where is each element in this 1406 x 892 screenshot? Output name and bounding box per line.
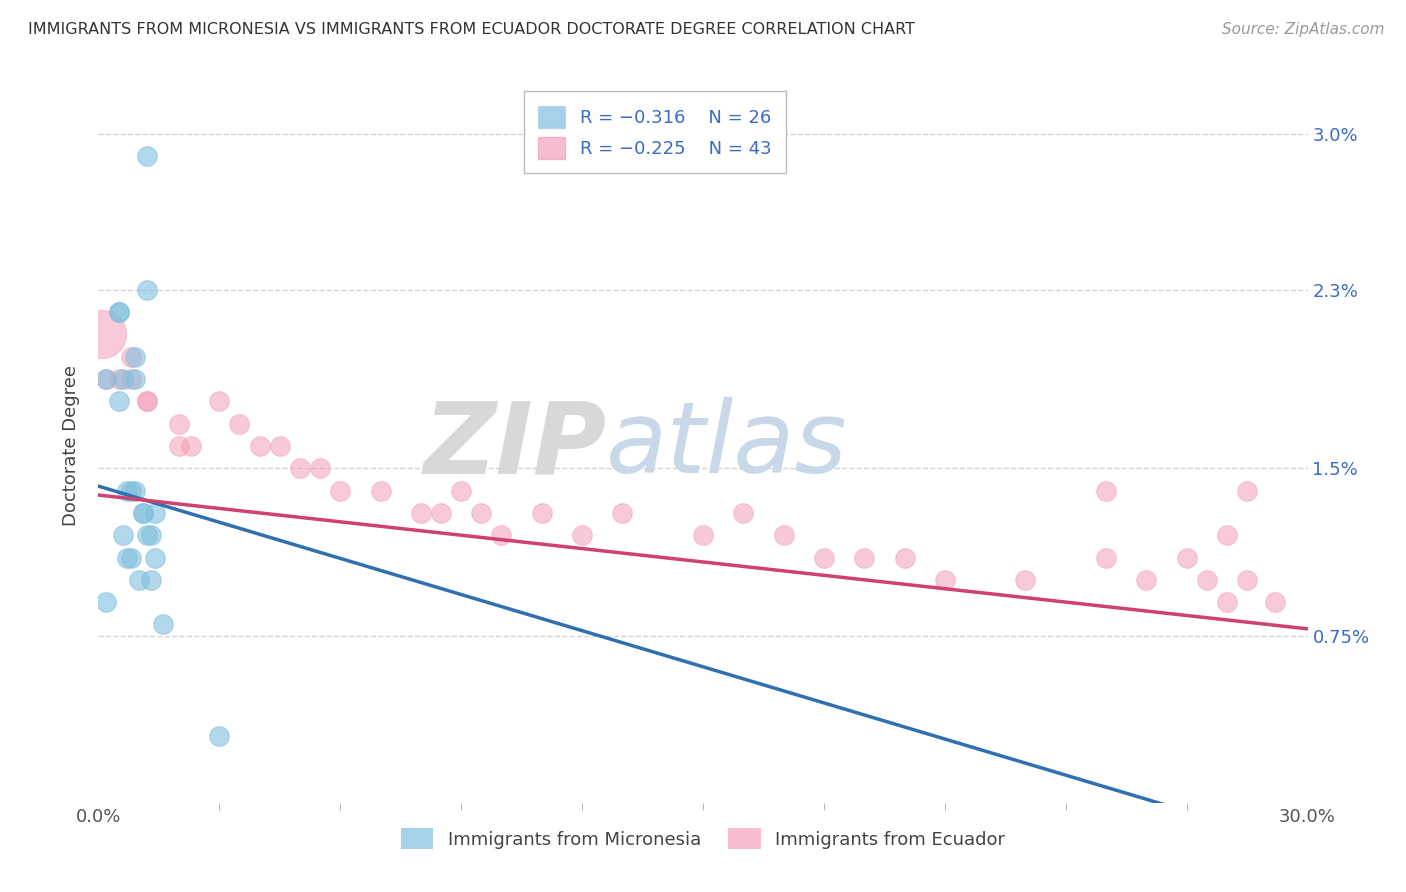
Point xyxy=(692,528,714,542)
Point xyxy=(228,417,250,431)
Point xyxy=(269,439,291,453)
Point xyxy=(1014,573,1036,587)
Point xyxy=(409,506,432,520)
Point xyxy=(1216,595,1239,609)
Point xyxy=(132,506,155,520)
Point xyxy=(430,506,453,520)
Point xyxy=(1236,573,1258,587)
Point xyxy=(132,506,155,520)
Point xyxy=(167,439,190,453)
Point xyxy=(107,305,129,319)
Point xyxy=(1135,573,1157,587)
Point xyxy=(571,528,593,542)
Y-axis label: Doctorate Degree: Doctorate Degree xyxy=(62,366,80,526)
Point xyxy=(139,528,162,542)
Point xyxy=(772,528,794,542)
Point xyxy=(120,550,142,565)
Point xyxy=(288,461,311,475)
Point xyxy=(1095,483,1118,498)
Point xyxy=(120,483,142,498)
Point xyxy=(124,483,146,498)
Point xyxy=(115,483,138,498)
Point xyxy=(1175,550,1198,565)
Point xyxy=(1095,550,1118,565)
Point xyxy=(893,550,915,565)
Point xyxy=(249,439,271,453)
Point xyxy=(208,729,231,743)
Text: Source: ZipAtlas.com: Source: ZipAtlas.com xyxy=(1222,22,1385,37)
Point xyxy=(152,617,174,632)
Point xyxy=(111,528,134,542)
Text: atlas: atlas xyxy=(606,398,848,494)
Point xyxy=(124,350,146,364)
Point xyxy=(124,372,146,386)
Point xyxy=(107,372,129,386)
Point xyxy=(143,550,166,565)
Point xyxy=(309,461,332,475)
Point xyxy=(120,350,142,364)
Point xyxy=(733,506,755,520)
Point xyxy=(120,372,142,386)
Point xyxy=(470,506,492,520)
Point xyxy=(180,439,202,453)
Point xyxy=(111,372,134,386)
Point xyxy=(96,372,118,386)
Point xyxy=(107,305,129,319)
Point xyxy=(143,506,166,520)
Point xyxy=(1264,595,1286,609)
Point xyxy=(208,394,231,409)
Point xyxy=(91,327,114,342)
Point xyxy=(135,149,157,163)
Point xyxy=(491,528,513,542)
Point xyxy=(135,283,157,297)
Point xyxy=(370,483,392,498)
Point xyxy=(1195,573,1218,587)
Point xyxy=(853,550,876,565)
Point xyxy=(115,550,138,565)
Point xyxy=(934,573,956,587)
Point xyxy=(139,573,162,587)
Legend: Immigrants from Micronesia, Immigrants from Ecuador: Immigrants from Micronesia, Immigrants f… xyxy=(392,819,1014,858)
Point xyxy=(96,595,118,609)
Point xyxy=(329,483,352,498)
Point xyxy=(135,394,157,409)
Point xyxy=(813,550,835,565)
Point xyxy=(96,372,118,386)
Point xyxy=(1216,528,1239,542)
Point xyxy=(135,528,157,542)
Point xyxy=(128,573,150,587)
Point xyxy=(107,394,129,409)
Text: IMMIGRANTS FROM MICRONESIA VS IMMIGRANTS FROM ECUADOR DOCTORATE DEGREE CORRELATI: IMMIGRANTS FROM MICRONESIA VS IMMIGRANTS… xyxy=(28,22,915,37)
Text: ZIP: ZIP xyxy=(423,398,606,494)
Point xyxy=(612,506,634,520)
Point xyxy=(167,417,190,431)
Point xyxy=(135,394,157,409)
Point xyxy=(530,506,553,520)
Point xyxy=(450,483,472,498)
Point xyxy=(1236,483,1258,498)
